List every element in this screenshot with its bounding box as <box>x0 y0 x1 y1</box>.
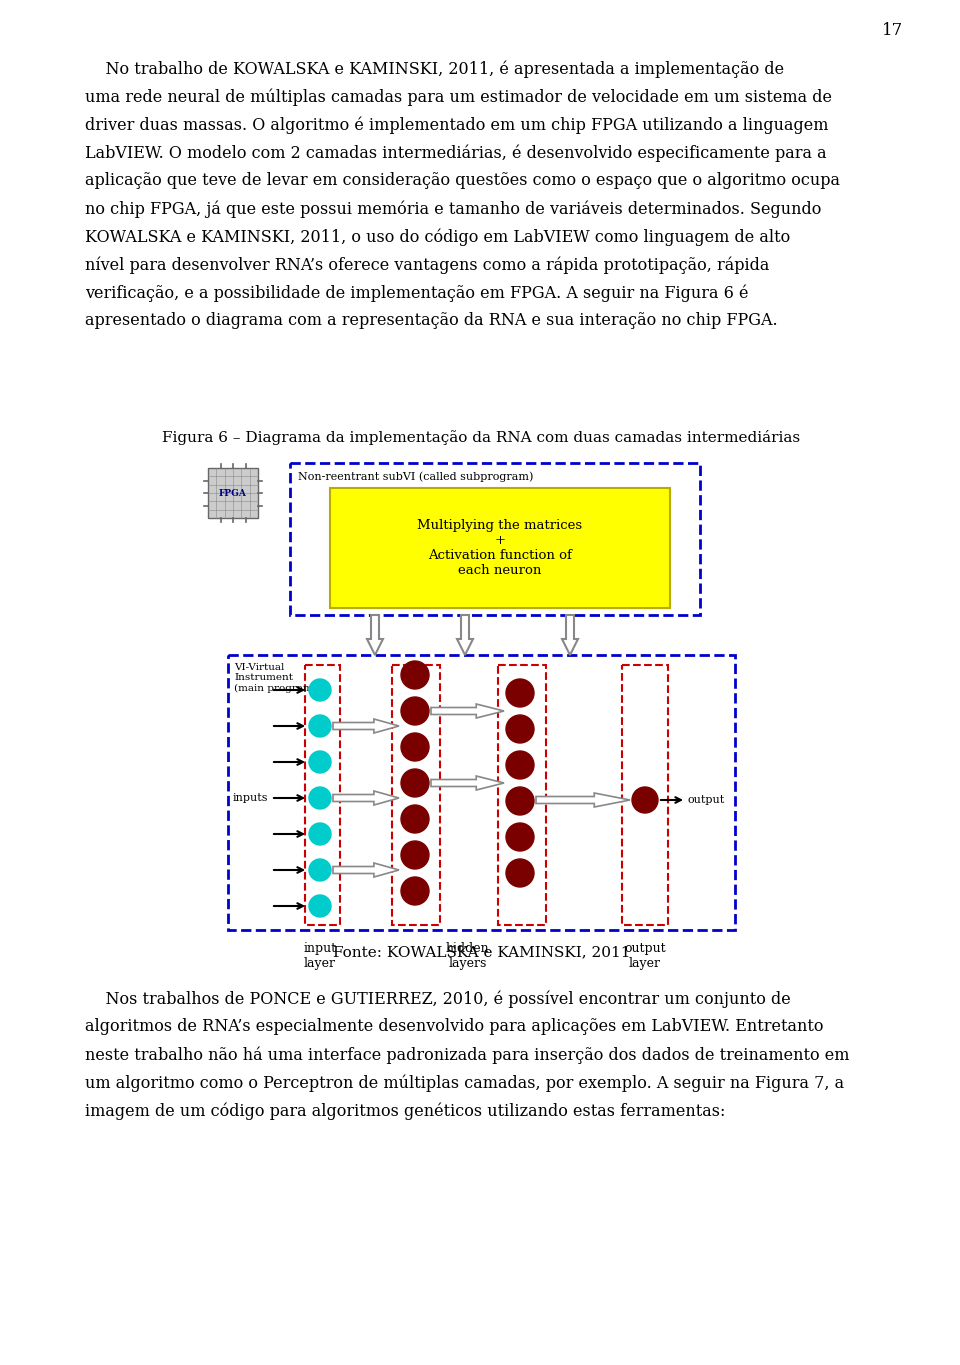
Circle shape <box>401 768 429 797</box>
Circle shape <box>309 823 331 845</box>
Circle shape <box>632 788 658 814</box>
Text: FPGA: FPGA <box>219 489 247 497</box>
Text: no chip FPGA, já que este possui memória e tamanho de variáveis determinados. Se: no chip FPGA, já que este possui memória… <box>85 201 822 217</box>
Bar <box>290 463 700 616</box>
Bar <box>622 665 668 925</box>
Polygon shape <box>333 863 399 876</box>
Circle shape <box>401 841 429 870</box>
Text: LabVIEW. O modelo com 2 camadas intermediárias, é desenvolvido especificamente p: LabVIEW. O modelo com 2 camadas intermed… <box>85 143 827 161</box>
Text: output
layer: output layer <box>624 942 666 971</box>
Text: Nos trabalhos de PONCE e GUTIERREZ, 2010, é possível encontrar um conjunto de: Nos trabalhos de PONCE e GUTIERREZ, 2010… <box>85 990 791 1007</box>
Circle shape <box>401 733 429 762</box>
Circle shape <box>309 751 331 773</box>
Circle shape <box>309 678 331 702</box>
Text: apresentado o diagrama com a representação da RNA e sua interação no chip FPGA.: apresentado o diagrama com a representaç… <box>85 313 778 329</box>
Circle shape <box>401 876 429 905</box>
Polygon shape <box>457 616 473 655</box>
Polygon shape <box>431 704 504 718</box>
Circle shape <box>309 788 331 809</box>
Text: Fonte: KOWALSKA e KAMINSKI, 2011: Fonte: KOWALSKA e KAMINSKI, 2011 <box>333 945 631 960</box>
Text: output: output <box>688 794 725 805</box>
Text: nível para desenvolver RNA’s oferece vantagens como a rápida prototipação, rápid: nível para desenvolver RNA’s oferece van… <box>85 257 769 273</box>
Text: um algoritmo como o Perceptron de múltiplas camadas, por exemplo. A seguir na Fi: um algoritmo como o Perceptron de múltip… <box>85 1074 844 1092</box>
Circle shape <box>309 715 331 737</box>
Text: Figura 6 – Diagrama da implementação da RNA com duas camadas intermediárias: Figura 6 – Diagrama da implementação da … <box>162 430 801 445</box>
Text: input
layer: input layer <box>303 942 337 971</box>
Text: neste trabalho não há uma interface padronizada para inserção dos dados de trein: neste trabalho não há uma interface padr… <box>85 1046 850 1063</box>
Text: No trabalho de KOWALSKA e KAMINSKI, 2011, é apresentada a implementação de: No trabalho de KOWALSKA e KAMINSKI, 2011… <box>85 60 784 78</box>
Text: driver duas massas. O algoritmo é implementado em um chip FPGA utilizando a ling: driver duas massas. O algoritmo é implem… <box>85 116 828 134</box>
Text: 17: 17 <box>882 22 903 40</box>
Circle shape <box>506 823 534 850</box>
Text: algoritmos de RNA’s especialmente desenvolvido para aplicações em LabVIEW. Entre: algoritmos de RNA’s especialmente desenv… <box>85 1018 824 1035</box>
Text: Non-reentrant subVI (called subprogram): Non-reentrant subVI (called subprogram) <box>298 471 534 482</box>
Polygon shape <box>431 775 504 790</box>
Text: Multiplying the matrices
+
Activation function of
each neuron: Multiplying the matrices + Activation fu… <box>418 519 583 577</box>
Circle shape <box>309 895 331 917</box>
Text: KOWALSKA e KAMINSKI, 2011, o uso do código em LabVIEW como linguagem de alto: KOWALSKA e KAMINSKI, 2011, o uso do códi… <box>85 228 790 246</box>
Text: inputs: inputs <box>232 793 268 803</box>
Text: aplicação que teve de levar em consideração questões como o espaço que o algorit: aplicação que teve de levar em considera… <box>85 172 840 188</box>
Polygon shape <box>367 616 383 655</box>
Circle shape <box>506 859 534 887</box>
Polygon shape <box>562 616 578 655</box>
Polygon shape <box>333 719 399 733</box>
Bar <box>305 665 340 925</box>
Text: verificação, e a possibilidade de implementação em FPGA. A seguir na Figura 6 é: verificação, e a possibilidade de implem… <box>85 284 749 302</box>
Bar <box>392 665 440 925</box>
Text: VI-Virtual
Instrument
(main program): VI-Virtual Instrument (main program) <box>234 663 317 693</box>
Circle shape <box>506 715 534 743</box>
Circle shape <box>506 751 534 779</box>
Polygon shape <box>333 790 399 805</box>
Circle shape <box>401 698 429 725</box>
Bar <box>208 468 258 517</box>
Polygon shape <box>536 793 630 807</box>
Text: hidden
layers: hidden layers <box>445 942 490 971</box>
Bar <box>228 655 735 930</box>
Bar <box>330 489 670 607</box>
Circle shape <box>309 859 331 880</box>
Circle shape <box>401 661 429 689</box>
Text: imagem de um código para algoritmos genéticos utilizando estas ferramentas:: imagem de um código para algoritmos gené… <box>85 1102 726 1119</box>
Circle shape <box>506 788 534 815</box>
Circle shape <box>401 805 429 833</box>
Bar <box>498 665 546 925</box>
Text: uma rede neural de múltiplas camadas para um estimador de velocidade em um siste: uma rede neural de múltiplas camadas par… <box>85 87 832 105</box>
Circle shape <box>506 678 534 707</box>
